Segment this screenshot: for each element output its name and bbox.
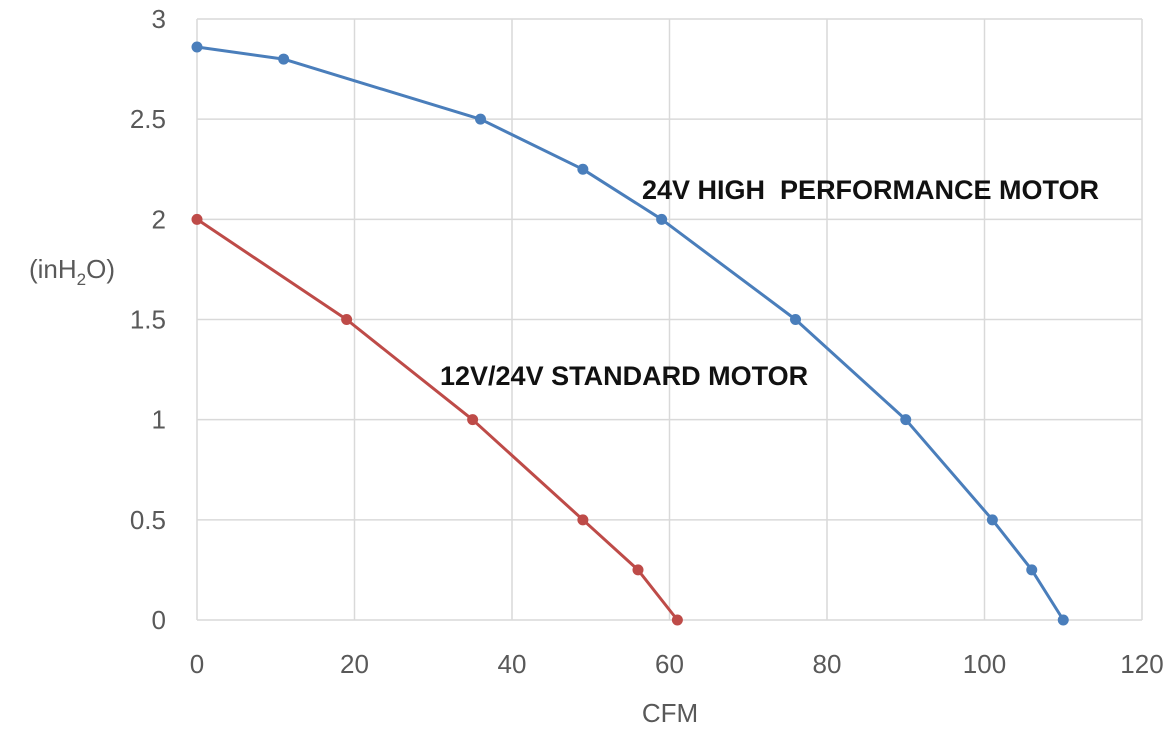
data-point bbox=[986, 514, 998, 526]
y-tick-label: 3 bbox=[152, 4, 166, 34]
x-tick-label: 100 bbox=[963, 649, 1006, 679]
series-group bbox=[191, 41, 1069, 626]
x-tick-label: 20 bbox=[340, 649, 369, 679]
series-standard bbox=[191, 213, 683, 626]
x-tick-label: 80 bbox=[813, 649, 842, 679]
y-axis-label: (inH2O) bbox=[29, 254, 115, 289]
series-line-high-performance bbox=[196, 45, 1065, 621]
y-tick-label: 1.5 bbox=[130, 305, 166, 335]
y-tick-label: 0.5 bbox=[130, 505, 166, 535]
series-label-high-performance: 24V HIGH PERFORMANCE MOTOR bbox=[642, 175, 1099, 205]
x-axis-ticks: 0 20 40 60 80 100 120 bbox=[190, 649, 1164, 679]
data-point bbox=[577, 514, 589, 526]
data-point bbox=[278, 53, 290, 65]
data-point bbox=[341, 314, 353, 325]
series-line-standard bbox=[196, 218, 679, 621]
y-tick-label: 1 bbox=[152, 405, 166, 435]
data-point bbox=[191, 213, 203, 225]
y-axis-label-before: (inH bbox=[29, 254, 77, 284]
x-axis-label: CFM bbox=[642, 698, 698, 728]
y-axis-label-sub: 2 bbox=[77, 270, 86, 289]
x-tick-label: 40 bbox=[498, 649, 527, 679]
x-tick-label: 0 bbox=[190, 649, 204, 679]
y-axis-ticks: 0 0.5 1 1.5 2 2.5 3 bbox=[130, 4, 166, 635]
y-tick-label: 2.5 bbox=[130, 104, 166, 134]
data-point bbox=[1057, 614, 1069, 626]
series-high-performance bbox=[191, 41, 1069, 626]
data-point bbox=[671, 614, 683, 626]
x-tick-label: 120 bbox=[1120, 649, 1163, 679]
data-point bbox=[467, 414, 479, 426]
data-point bbox=[1026, 564, 1038, 576]
data-point bbox=[900, 414, 912, 426]
y-tick-label: 2 bbox=[152, 204, 166, 234]
data-point bbox=[191, 41, 203, 53]
series-label-standard: 12V/24V STANDARD MOTOR bbox=[440, 361, 808, 391]
y-axis-label-after: O) bbox=[86, 254, 115, 284]
data-point bbox=[632, 564, 644, 576]
data-point bbox=[475, 113, 486, 125]
data-point bbox=[790, 314, 801, 325]
data-point bbox=[577, 163, 589, 175]
data-point bbox=[656, 213, 668, 225]
grid bbox=[196, 18, 1143, 621]
x-tick-label: 60 bbox=[655, 649, 684, 679]
y-tick-label: 0 bbox=[152, 605, 166, 635]
